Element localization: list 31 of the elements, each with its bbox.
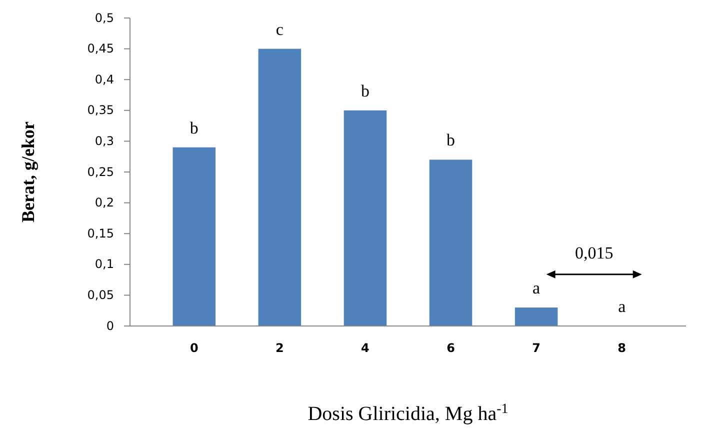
y-tick-label: 0,35 [87, 103, 114, 118]
bar [429, 160, 472, 326]
bar [344, 110, 387, 326]
y-tick-label: 0 [106, 318, 114, 333]
annotation: 0,015 [574, 243, 614, 262]
annotation: a [618, 297, 626, 316]
bar [258, 48, 302, 326]
x-tick-label: 6 [446, 340, 455, 355]
y-tick-label: 0,45 [87, 42, 114, 56]
x-axis-title: Dosis Gliricidia, Mg ha$^{-1}$ [308, 402, 508, 425]
y-tick-label: 0,25 [87, 164, 114, 179]
bar [172, 147, 216, 326]
annotation: b [190, 118, 198, 138]
x-tick-label: 2 [276, 340, 284, 355]
y-tick-label: 0,2 [94, 196, 114, 210]
y-tick-label: 0,4 [94, 72, 114, 86]
y-tick-label: 0,1 [94, 257, 114, 272]
y-tick-label: 0,15 [87, 226, 114, 240]
annotation: b [360, 81, 370, 100]
y-tick-label: 0,5 [94, 10, 114, 25]
annotation: c [276, 20, 284, 39]
x-tick-label: 4 [361, 340, 370, 355]
annotation: b [446, 130, 456, 150]
x-tick-label: 0 [190, 340, 198, 355]
y-tick-label: 0,05 [87, 288, 114, 302]
x-tick-label: 8 [618, 340, 626, 355]
x-tick-label: 7 [532, 340, 540, 355]
annotation: a [532, 278, 541, 298]
y-axis-title: Berat, g/ekor [18, 122, 38, 222]
bar [514, 308, 558, 326]
y-tick-label: 0,3 [94, 134, 114, 148]
